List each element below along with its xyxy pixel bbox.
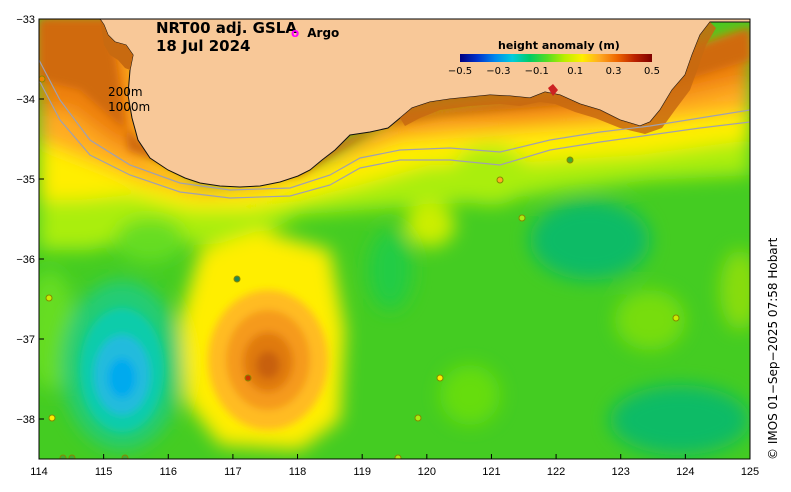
colorbar-tick-label: −0.5 bbox=[447, 66, 473, 77]
argo-legend: o Argo bbox=[291, 26, 339, 40]
x-tick-label: 119 bbox=[353, 466, 371, 478]
y-tick-label: −34 bbox=[16, 94, 35, 106]
colorbar-tick-label: 0.5 bbox=[644, 66, 660, 77]
plot-frame bbox=[38, 18, 751, 460]
depth-labels: 200m 1000m bbox=[108, 85, 150, 115]
observation-markers bbox=[39, 75, 680, 459]
depth-label-1000m: 1000m bbox=[108, 100, 151, 114]
x-tick-label: 115 bbox=[95, 466, 113, 478]
title-date: 18 Jul 2024 bbox=[156, 37, 251, 55]
y-tick-label: −38 bbox=[16, 414, 35, 426]
isobath-1000m bbox=[39, 79, 750, 199]
isobath-200m bbox=[39, 59, 750, 191]
colorbar-tick-label: −0.3 bbox=[486, 66, 511, 77]
credit-text: © IMOS 01−Sep−2025 07:58 Hobart bbox=[766, 237, 780, 460]
colorbar-tick-label: 0.3 bbox=[605, 66, 622, 77]
x-tick-label: 124 bbox=[676, 466, 694, 478]
colorbar-tick-label: 0.1 bbox=[567, 66, 584, 77]
argo-label: Argo bbox=[307, 26, 340, 40]
x-tick-label: 122 bbox=[547, 466, 565, 478]
y-tick-label: −36 bbox=[16, 254, 35, 266]
x-tick-label: 118 bbox=[289, 466, 307, 478]
x-tick-label: 114 bbox=[30, 466, 48, 478]
colorbar-ticks: −0.5 −0.3 −0.1 0.1 0.3 0.5 bbox=[448, 66, 668, 80]
x-tick-label: 116 bbox=[159, 466, 177, 478]
map-title: NRT00 adj. GSLA 18 Jul 2024 bbox=[156, 19, 297, 55]
y-tick-label: −37 bbox=[16, 334, 35, 346]
argo-marker-icon: o bbox=[291, 26, 300, 40]
colorbar-tick-label: −0.1 bbox=[524, 66, 549, 77]
title-product: NRT00 adj. GSLA bbox=[156, 19, 297, 37]
x-tick-label: 121 bbox=[482, 466, 500, 478]
x-tick-label: 123 bbox=[612, 466, 630, 478]
x-tick-label: 117 bbox=[224, 466, 242, 478]
y-tick-label: −35 bbox=[16, 174, 35, 186]
colorbar bbox=[460, 54, 652, 62]
y-axis: −33 −34 −35 −36 −37 −38 bbox=[16, 14, 44, 426]
colorbar-title: height anomaly (m) bbox=[498, 39, 620, 52]
anomaly-field bbox=[39, 19, 750, 459]
x-tick-label: 125 bbox=[741, 466, 759, 478]
x-axis: 114 115 116 117 118 119 120 121 122 123 124 125 bbox=[30, 454, 759, 478]
depth-label-200m: 200m bbox=[108, 85, 143, 99]
x-tick-label: 120 bbox=[418, 466, 436, 478]
y-tick-label: −33 bbox=[16, 14, 35, 26]
